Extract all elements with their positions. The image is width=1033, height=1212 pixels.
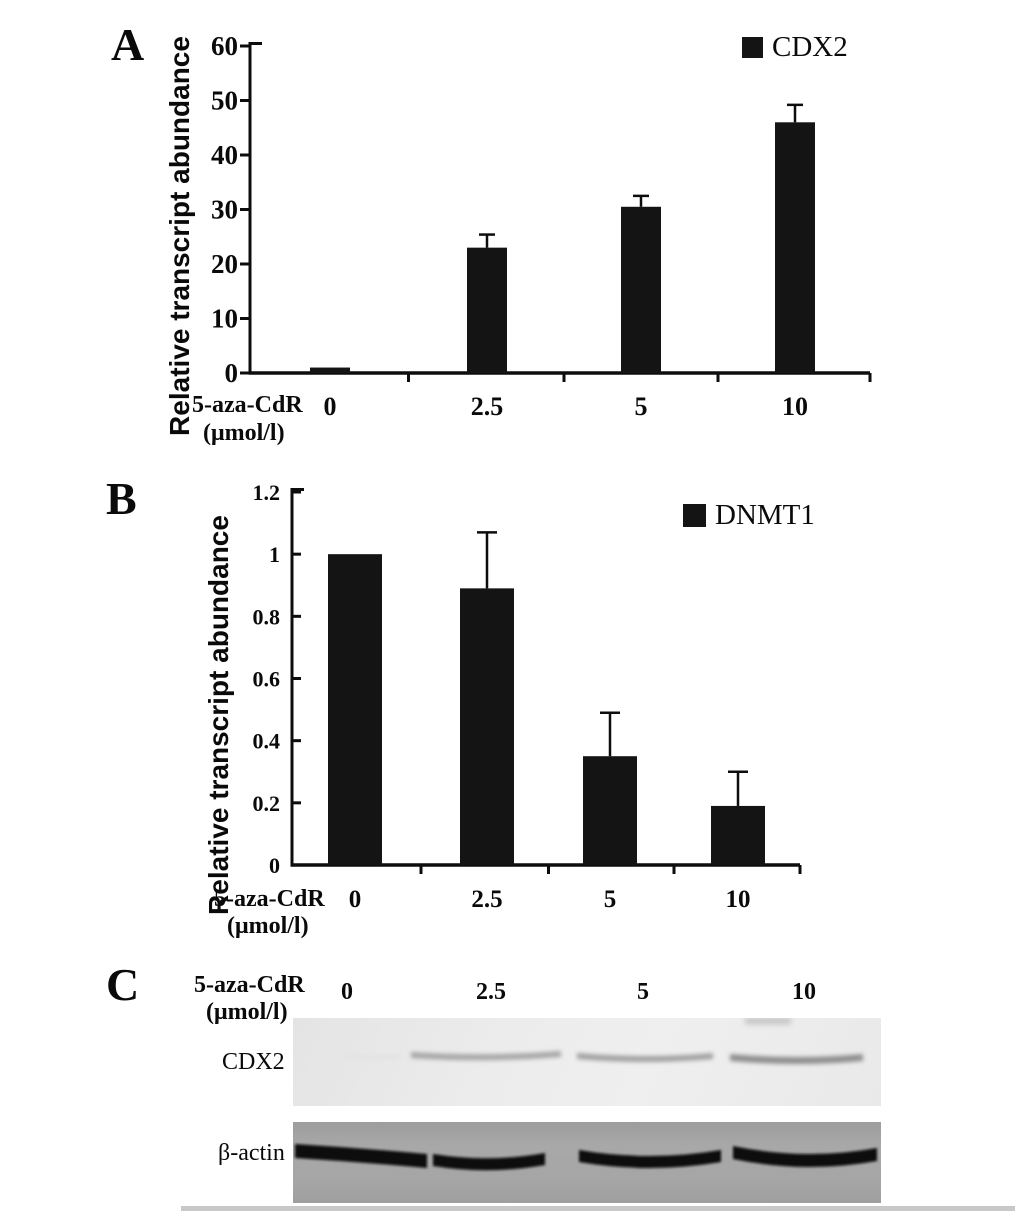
panel-a-x-axis-title-line2: (μmol/l) [203,420,285,446]
bar [621,206,661,373]
y-tick-label: 0 [225,358,239,388]
panel-b-legend: DNMT1 [683,501,815,530]
x-tick-label: 10 [726,886,751,913]
panel-c-header-line1: 5-aza-CdR [194,972,305,998]
legend-swatch-dnmt1 [683,504,706,527]
bar [775,122,815,373]
cdx2-blot-strip [293,1018,881,1106]
y-tick-label: 0.8 [253,604,281,629]
bar [460,588,514,865]
panel-a-y-axis-title: Relative transcript abundance [164,36,195,436]
bar [467,247,507,373]
panel-b-y-axis-title: Relative transcript abundance [203,515,234,915]
blot-row-label-actin: β-actin [218,1140,285,1166]
legend-label-dnmt1: DNMT1 [715,499,815,531]
x-tick-label: 0 [349,886,362,913]
blot-band-cdx2 [411,1051,561,1061]
y-tick-label: 1.2 [253,480,281,505]
x-tick-label: 10 [782,392,808,421]
lane-label: 10 [792,979,816,1005]
x-tick-label: 2.5 [471,886,502,913]
bar [583,756,637,865]
y-tick-label: 30 [211,195,238,225]
y-tick-label: 1 [269,542,280,567]
scan-edge-artifact [181,1206,1015,1211]
y-tick-label: 60 [211,31,238,61]
y-tick-label: 50 [211,86,238,116]
y-tick-label: 0 [269,853,280,878]
y-tick-label: 0.2 [253,791,281,816]
blot-band-actin [433,1153,545,1171]
lane-label: 0 [341,979,353,1005]
blot-band-actin [579,1150,721,1168]
actin-bands-canvas [295,1144,877,1171]
legend-label-cdx2: CDX2 [772,31,848,63]
x-tick-label: 5 [635,392,648,421]
lane-label: 5 [637,979,649,1005]
beta-actin-blot-strip [293,1122,881,1203]
y-tick-label: 40 [211,140,238,170]
blot-row-label-cdx2: CDX2 [222,1049,285,1075]
cdx2-bands-canvas [345,1018,863,1064]
bar [711,805,765,865]
panel-b-x-axis-title-line2: (μmol/l) [227,913,309,939]
x-tick-label: 2.5 [471,392,504,421]
legend-swatch-cdx2 [742,37,763,58]
panel-a-legend: CDX2 [742,33,848,62]
x-tick-label: 5 [604,886,617,913]
bar [310,367,350,373]
panel-c-header-line2: (μmol/l) [206,999,288,1025]
panel-b-x-axis-title-line1: 5-aza-CdR [214,886,325,912]
panel-a-letter: A [111,19,145,70]
y-tick-label: 20 [211,249,238,279]
blot-band-cdx2 [577,1053,713,1062]
y-tick-label: 0.6 [253,667,281,692]
panel-b-letter: B [106,473,137,524]
y-tick-label: 0.4 [253,729,281,754]
blot-band-cdx2 [345,1054,401,1060]
blot-band-actin [295,1144,427,1168]
blot-artifact [745,1018,791,1024]
blot-band-actin [733,1146,877,1168]
x-tick-label: 0 [324,392,337,421]
bar [328,554,382,865]
lane-label: 2.5 [476,979,506,1005]
panel-c-letter: C [106,959,140,1010]
panel-a-x-axis-title-line1: 5-aza-CdR [192,392,303,418]
blot-band-cdx2 [730,1054,863,1064]
y-tick-label: 10 [211,304,238,334]
